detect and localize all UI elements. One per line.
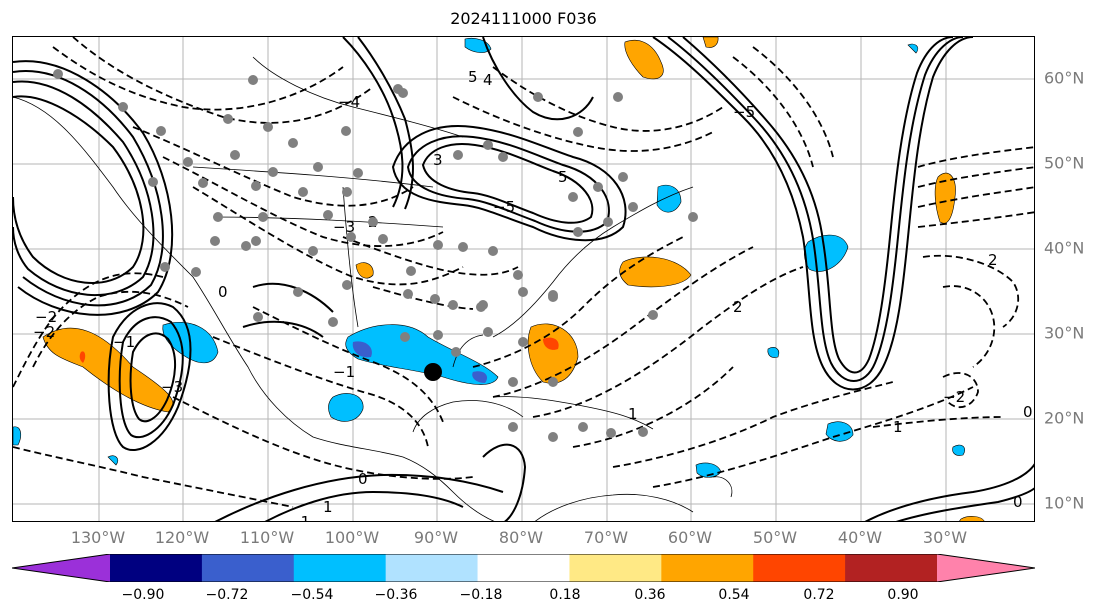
colorbar-tick-label: 0.18	[549, 587, 581, 603]
contour-label: −3	[161, 378, 183, 396]
colorbar-segment	[937, 554, 1035, 582]
contour-label: 1	[893, 418, 903, 436]
contour-label: −2	[33, 323, 55, 341]
lon-label: 80°W	[498, 528, 544, 547]
contour-label: −5	[733, 103, 755, 121]
colorbar-tick-label: −0.36	[374, 587, 418, 603]
lat-label: 40°N	[1044, 238, 1085, 258]
colorbar-segment	[477, 554, 570, 582]
map-title: 2024111000 F036	[450, 9, 597, 28]
contour-label: 0	[358, 470, 368, 488]
lat-label: 50°N	[1044, 153, 1085, 173]
colorbar-segment	[201, 554, 295, 582]
map-panel[interactable]: 5 5 4 3 2 2 2 1 1 1 0 0 0 0 −1 −1 −1 −2 …	[12, 36, 1035, 522]
contour-label: 5	[468, 68, 478, 86]
contour-label: 5	[558, 168, 568, 186]
colorbar-segment	[753, 554, 846, 582]
strong-negative-shading	[352, 341, 488, 383]
lat-label: 30°N	[1044, 323, 1085, 343]
colorbar-segment	[845, 554, 938, 582]
contour-label: 0	[1023, 403, 1033, 421]
colorbar-segments	[12, 554, 1035, 582]
lat-label: 20°N	[1044, 408, 1085, 428]
contour-label: 1	[323, 498, 333, 516]
lat-label: 60°N	[1044, 68, 1085, 88]
colorbar-segment	[569, 554, 662, 582]
contour-label: 1	[628, 405, 638, 423]
colorbar-tick-label: 0.36	[634, 587, 666, 603]
map-canvas: 5 5 4 3 2 2 2 1 1 1 0 0 0 0 −1 −1 −1 −2 …	[13, 37, 1034, 522]
contour-label: 0	[1013, 493, 1023, 511]
graticule	[13, 37, 1034, 521]
colorbar-tick-label: −0.90	[121, 587, 165, 603]
lon-label: 40°W	[837, 528, 883, 547]
contour-label: 4	[483, 71, 493, 89]
colorbar-tick-label: 0.72	[803, 587, 835, 603]
storm-center-marker	[424, 363, 442, 381]
colorbar-tick-label: −0.72	[205, 587, 249, 603]
colorbar-tick-label: −0.54	[290, 587, 334, 603]
lat-label: 10°N	[1044, 493, 1085, 513]
lon-label: 70°W	[583, 528, 629, 547]
lon-label: 130°W	[70, 528, 126, 547]
colorbar-segment	[661, 554, 754, 582]
strong-positive-shading	[79, 337, 559, 363]
contour-label: 2	[988, 251, 998, 269]
contour-label: −3	[333, 218, 355, 236]
contour-label-group: 5 5 4 3 2 2 2 1 1 1 0 0 0 0 −1 −1 −1 −2 …	[33, 68, 1033, 522]
lon-label: 90°W	[413, 528, 459, 547]
colorbar-segment	[293, 554, 387, 582]
colorbar	[12, 554, 1035, 582]
lon-label: 60°W	[667, 528, 713, 547]
colorbar-segment	[110, 554, 203, 582]
positive-contours	[13, 37, 1034, 521]
lon-label: 110°W	[239, 528, 295, 547]
negative-anomaly-shading	[13, 38, 965, 478]
contour-label: −1	[288, 513, 310, 522]
lon-label: 120°W	[154, 528, 210, 547]
contour-label: −1	[113, 333, 135, 351]
colorbar-tick-label: 0.54	[718, 587, 750, 603]
colorbar-tick-label: 0.90	[887, 587, 919, 603]
coastlines	[13, 56, 733, 521]
contour-label: −4	[338, 93, 360, 111]
contour-label: −5	[493, 198, 515, 216]
lon-label: 50°W	[752, 528, 798, 547]
colorbar-segment	[385, 554, 479, 582]
colorbar-segment	[12, 554, 110, 582]
contour-label: −1	[333, 363, 355, 381]
positive-anomaly-shading	[42, 37, 985, 521]
contour-label: 3	[433, 151, 443, 169]
lon-label: 30°W	[922, 528, 968, 547]
contour-label: −2	[943, 388, 965, 406]
contour-label: 2	[733, 298, 743, 316]
lon-label: 100°W	[324, 528, 380, 547]
station-dots	[53, 69, 698, 442]
contour-label: −2	[35, 308, 57, 326]
contour-label: 0	[218, 283, 228, 301]
colorbar-tick-label: −0.18	[459, 587, 503, 603]
